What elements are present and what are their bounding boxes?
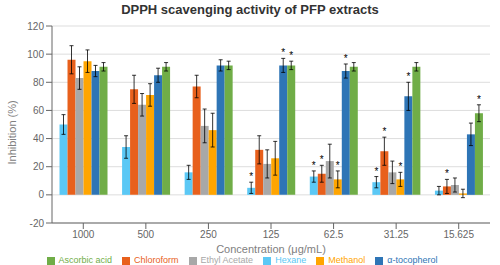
svg-text:-20: -20 xyxy=(30,218,45,229)
svg-text:0: 0 xyxy=(38,189,44,200)
svg-text:1000: 1000 xyxy=(72,229,95,240)
svg-text:*: * xyxy=(374,166,378,177)
svg-text:*: * xyxy=(289,50,293,61)
svg-text:*: * xyxy=(312,160,316,171)
svg-text:*: * xyxy=(477,94,481,105)
html-text:Ascorbic acid: Ascorbic acid xyxy=(58,255,113,265)
html-text:Ethyl Acetate: Ethyl Acetate xyxy=(200,255,254,265)
svg-text:500: 500 xyxy=(138,229,155,240)
svg-text:*: * xyxy=(320,154,324,165)
svg-text:80: 80 xyxy=(33,77,45,88)
svg-text:Inhibition (%): Inhibition (%) xyxy=(8,100,18,164)
html-text:α-tocopherol: α-tocopherol xyxy=(387,255,438,265)
html-text:DPPH scavenging activity of PF: DPPH scavenging activity of PFP extracts xyxy=(121,2,379,17)
svg-text:*: * xyxy=(281,47,285,58)
svg-text:20: 20 xyxy=(33,161,45,172)
svg-text:*: * xyxy=(445,168,449,179)
svg-text:120: 120 xyxy=(27,21,44,32)
svg-text:*: * xyxy=(382,126,386,137)
html-text:Chloroform: Chloroform xyxy=(134,255,179,265)
svg-text:31.25: 31.25 xyxy=(384,229,409,240)
html-text:Methanol: Methanol xyxy=(328,255,366,265)
svg-text:*: * xyxy=(398,161,402,172)
svg-text:*: * xyxy=(406,71,410,82)
svg-text:Concentration (μg/mL): Concentration (μg/mL) xyxy=(216,243,326,255)
svg-text:*: * xyxy=(249,171,253,182)
svg-text:250: 250 xyxy=(200,229,217,240)
svg-text:15.625: 15.625 xyxy=(443,229,474,240)
svg-text:100: 100 xyxy=(27,49,44,60)
svg-text:62.5: 62.5 xyxy=(324,229,344,240)
svg-text:*: * xyxy=(344,53,348,64)
svg-text:40: 40 xyxy=(33,133,45,144)
svg-text:*: * xyxy=(336,160,340,171)
svg-text:125: 125 xyxy=(263,229,280,240)
html-text:Hexane: Hexane xyxy=(275,255,307,265)
svg-text:60: 60 xyxy=(33,105,45,116)
